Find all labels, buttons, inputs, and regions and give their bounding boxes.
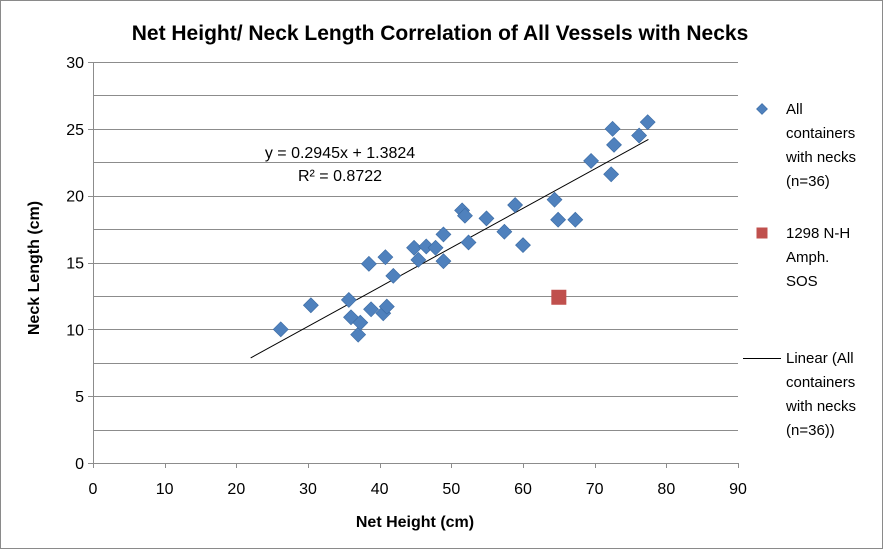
y-tick-label: 5 — [75, 389, 84, 406]
x-tick-label: 80 — [657, 481, 675, 498]
chart-title: Net Height/ Neck Length Correlation of A… — [132, 22, 749, 45]
legend-label-amphora: Amph. — [786, 249, 829, 266]
data-point-containers — [410, 251, 427, 268]
data-point-containers — [385, 267, 402, 284]
legend-label-containers: All — [786, 101, 803, 118]
data-point-containers — [631, 127, 648, 144]
data-point-containers — [583, 152, 600, 169]
data-point-containers — [427, 239, 444, 256]
legend-label-trendline: Linear (All — [786, 350, 854, 367]
x-tick-label: 70 — [586, 481, 604, 498]
y-tick-label: 25 — [66, 122, 84, 139]
data-point-containers — [363, 301, 379, 318]
legend-label-containers: containers — [786, 125, 855, 142]
y-tick-labels: 0 5 10 15 20 25 30 — [66, 55, 93, 473]
trendline — [250, 139, 649, 359]
legend: All containers with necks (n=36) 1298 N-H Amp… — [743, 101, 856, 439]
data-point-containers — [567, 211, 584, 228]
data-point-containers — [418, 238, 435, 255]
y-tick-label: 15 — [66, 256, 84, 273]
x-tick-label: 90 — [729, 481, 747, 498]
y-tick-label: 30 — [66, 55, 84, 72]
trendline-equation: y = 0.2945x + 1.3824 — [265, 145, 415, 162]
y-tick-label: 10 — [66, 322, 84, 339]
legend-marker-containers — [756, 103, 768, 115]
data-point-containers — [603, 166, 620, 183]
trendline-r2: R² = 0.8722 — [298, 168, 382, 185]
legend-label-trendline: containers — [786, 374, 855, 391]
x-tick-label: 0 — [89, 481, 98, 498]
data-point-containers — [546, 191, 563, 208]
data-point-containers — [460, 234, 477, 251]
data-point-containers — [378, 298, 395, 315]
data-point-containers — [435, 253, 452, 270]
grid-lines — [93, 62, 738, 431]
data-point-amphora — [551, 289, 567, 305]
data-point-containers — [606, 136, 622, 153]
trendline-group — [250, 139, 649, 359]
data-point-containers — [496, 223, 513, 240]
data-point-containers — [639, 114, 656, 131]
legend-label-trendline: with necks — [785, 398, 856, 415]
data-point-containers — [457, 207, 473, 224]
legend-label-trendline: (n=36)) — [786, 422, 835, 439]
y-axis-title: Neck Length (cm) — [26, 201, 43, 335]
x-tick-label: 30 — [299, 481, 317, 498]
data-point-containers — [507, 197, 524, 213]
x-tick-label: 20 — [227, 481, 245, 498]
x-tick-label: 60 — [514, 481, 532, 498]
x-axis-title: Net Height (cm) — [356, 514, 474, 531]
legend-marker-amphora — [756, 227, 768, 239]
data-point-containers — [350, 326, 367, 343]
data-point-containers — [377, 249, 394, 266]
data-point-containers — [302, 297, 319, 314]
x-tick-label: 50 — [442, 481, 460, 498]
data-point-containers — [340, 292, 357, 308]
data-points — [272, 114, 656, 343]
x-tick-label: 40 — [371, 481, 389, 498]
x-tick-label: 10 — [156, 481, 174, 498]
legend-label-containers: (n=36) — [786, 173, 830, 190]
axes — [88, 62, 738, 468]
data-point-containers — [604, 120, 621, 137]
data-point-containers — [272, 321, 289, 338]
data-point-containers — [352, 314, 369, 331]
legend-label-containers: with necks — [785, 149, 856, 166]
data-point-containers — [478, 210, 495, 227]
legend-label-amphora: SOS — [786, 273, 818, 290]
data-point-containers — [406, 239, 422, 256]
data-point-containers — [435, 226, 452, 243]
data-point-containers — [515, 237, 531, 254]
x-tick-labels: 0 10 20 30 40 50 60 70 80 90 — [89, 463, 747, 498]
y-tick-label: 0 — [75, 456, 84, 473]
legend-label-amphora: 1298 N-H — [786, 225, 850, 242]
y-tick-label: 20 — [66, 189, 84, 206]
data-point-containers — [550, 211, 567, 228]
data-point-containers — [360, 255, 377, 272]
